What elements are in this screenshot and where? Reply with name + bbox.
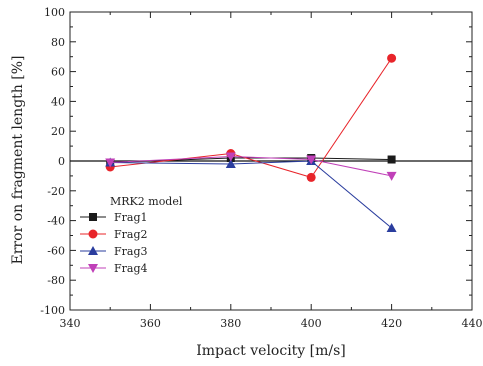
y-tick-label: -60 [47, 244, 65, 257]
legend-label-frag3: Frag3 [114, 245, 148, 258]
legend-marker-frag2 [88, 229, 98, 239]
legend-label-frag2: Frag2 [114, 228, 148, 241]
legend-marker-frag3 [88, 246, 98, 255]
data-point-frag3 [386, 223, 397, 233]
y-tick-label: -100 [40, 304, 65, 317]
y-tick-label: -20 [47, 185, 65, 198]
data-point-frag4 [386, 171, 397, 181]
y-axis-title: Error on fragment length [%] [10, 56, 26, 265]
series-line-frag2 [110, 57, 393, 178]
x-tick-label: 340 [60, 317, 81, 330]
series-line-frag4 [110, 156, 392, 177]
x-tick-label: 400 [301, 317, 322, 330]
data-point-frag2 [387, 53, 397, 63]
y-tick-label: 80 [51, 36, 65, 49]
legend-label-frag1: Frag1 [114, 211, 148, 224]
legend-marker-frag1 [89, 213, 97, 221]
x-tick-label: 420 [381, 317, 402, 330]
data-point-frag3 [225, 158, 236, 168]
legend-marker-frag4 [88, 264, 98, 273]
plot-area: 340 360 380 400 420 440 -100 -80 -60 -40 -20 0 20 40 6… [40, 6, 482, 330]
x-tick-label: 440 [462, 317, 483, 330]
y-tick-label: 20 [51, 125, 65, 138]
y-tick-label: -80 [47, 274, 65, 287]
y-tick-label: 60 [51, 66, 65, 79]
y-tick-label: 0 [58, 155, 65, 168]
y-tick-label: 100 [44, 6, 65, 19]
y-tick-label: -40 [47, 215, 65, 228]
data-point-frag4 [105, 158, 116, 168]
y-tick-label: 40 [51, 95, 65, 108]
legend-label-frag4: Frag4 [114, 262, 148, 275]
data-point-frag1 [387, 155, 396, 164]
x-tick-label: 380 [220, 317, 241, 330]
data-point-frag2 [306, 172, 316, 182]
series-line-frag3 [110, 160, 392, 229]
data-point-frag4 [306, 155, 317, 165]
data-point-frag4 [225, 152, 236, 162]
legend-title: MRK2 model [110, 195, 183, 208]
x-tick-label: 360 [140, 317, 161, 330]
x-axis-title: Impact velocity [m/s] [196, 343, 346, 359]
